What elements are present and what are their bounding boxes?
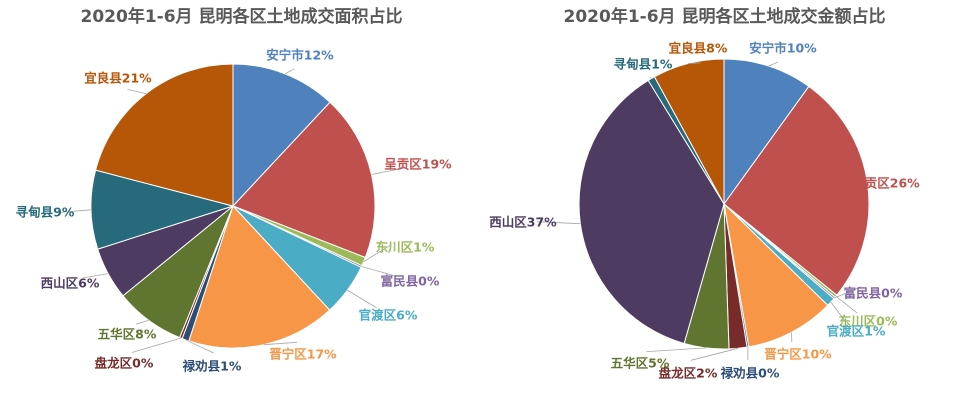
- leader-line: [688, 62, 701, 64]
- slice-label: 宜良县21%: [84, 71, 152, 86]
- area-pie-chart: 2020年1-6月 昆明各区土地成交面积占比 安宁市12% 呈贡区19% 东川区1%…: [16, 7, 453, 374]
- leader-line: [127, 89, 147, 94]
- slice-label: 西山区6%: [41, 276, 100, 291]
- pie-slice: [232, 101, 376, 259]
- leader-line: [536, 221, 581, 225]
- slice-label: 晋宁区10%: [764, 347, 832, 362]
- leader-line: [361, 266, 398, 277]
- slice-label: 西山区37%: [489, 215, 557, 230]
- leader-line: [768, 61, 779, 67]
- leader-line: [830, 301, 847, 323]
- slice-label: 五华区8%: [98, 327, 157, 342]
- slice-label: 安宁市10%: [749, 41, 817, 56]
- slice-label: 禄劝县1%: [183, 359, 242, 374]
- leader-line: [646, 347, 707, 352]
- slice-label: 宜良县8%: [669, 41, 728, 56]
- leader-line: [867, 184, 873, 187]
- leader-line: [82, 273, 109, 279]
- pie-slice: [578, 79, 725, 345]
- pie-slice: [188, 205, 331, 349]
- slice-label: 官渡区6%: [359, 308, 418, 323]
- leader-line: [284, 68, 295, 75]
- leader-line: [58, 209, 92, 213]
- slice-labels: 安宁市10% 呈贡区26% 东川区0% 富民县0% 官渡区1% 晋宁区10% 禄劝县0%盘龙…: [489, 41, 920, 381]
- slice-label: 晋宁区17%: [269, 347, 337, 362]
- leader-line: [371, 167, 405, 175]
- pie-slice: [94, 63, 234, 207]
- leader-line: [263, 341, 298, 346]
- slice-label: 盘龙区0%: [95, 356, 154, 371]
- chart-title: 2020年1-6月 昆明各区土地成交金额占比: [563, 7, 886, 27]
- slice-label: 富民县0%: [381, 274, 440, 289]
- leader-line: [835, 295, 858, 314]
- slice-label: 富民县0%: [844, 286, 903, 301]
- amount-pie-svg: 安宁市10% 呈贡区26% 东川区0% 富民县0% 官渡区1% 晋宁区10% 禄劝县0%盘龙…: [489, 41, 920, 381]
- slice-label: 呈贡区26%: [852, 176, 920, 191]
- pie-slice: [90, 169, 235, 250]
- leader-line: [649, 76, 652, 79]
- slice-label: 五华区5%: [611, 356, 670, 371]
- slice-label: 东川区0%: [839, 314, 898, 329]
- slice-label: 盘龙区2%: [659, 366, 718, 381]
- pie-slice: [232, 63, 331, 208]
- slice-label: 官渡区1%: [827, 324, 886, 339]
- chart-title: 2020年1-6月 昆明各区土地成交面积占比: [80, 7, 403, 27]
- area-pie-svg: 安宁市12% 呈贡区19% 东川区1% 富民县0% 官渡区6% 晋宁区17% 禄劝县1% 盘龙…: [16, 48, 453, 374]
- slice-label: 东川区1%: [376, 240, 435, 255]
- leader-line: [185, 339, 214, 354]
- pie-slices: [90, 63, 376, 349]
- leader-line: [363, 244, 392, 262]
- slice-labels: 安宁市12% 呈贡区19% 东川区1% 富民县0% 官渡区6% 晋宁区17% 禄劝县1% 盘龙…: [16, 48, 453, 374]
- slice-label: 寻甸县1%: [614, 57, 673, 72]
- slice-label: 呈贡区19%: [384, 157, 452, 172]
- slice-label: 寻甸县9%: [16, 205, 75, 220]
- leader-line: [347, 289, 377, 309]
- amount-pie-chart: 2020年1-6月 昆明各区土地成交金额占比 安宁市10% 呈贡区26% 东川区0%…: [483, 0, 966, 400]
- pie-slices: [578, 58, 870, 350]
- leader-line: [135, 319, 149, 325]
- leader-line: [834, 286, 862, 299]
- leader-line: [131, 337, 182, 353]
- pie-slice: [723, 58, 810, 206]
- slice-label: 禄劝县0%: [721, 366, 780, 381]
- slice-label: 安宁市12%: [266, 48, 334, 63]
- leader-line: [690, 347, 739, 361]
